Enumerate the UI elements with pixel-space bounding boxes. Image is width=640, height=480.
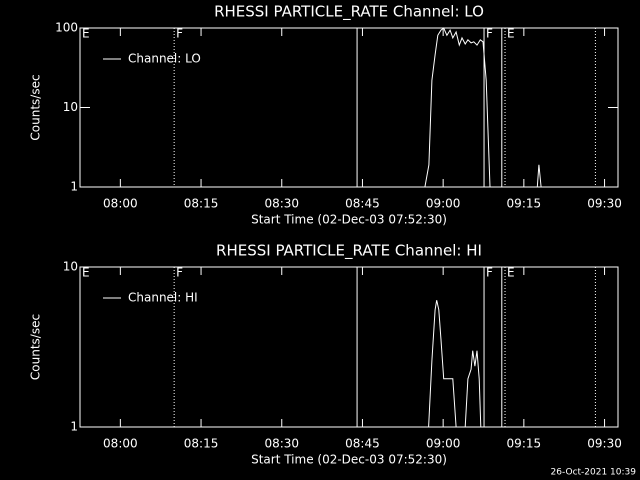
x-tick-label: 09:30 bbox=[587, 437, 622, 451]
y-axis-title: Counts/sec bbox=[29, 74, 43, 140]
x-tick-label: 09:30 bbox=[587, 197, 622, 211]
chart-title: RHESSI PARTICLE_RATE Channel: HI bbox=[216, 242, 482, 261]
x-tick-label: 08:45 bbox=[345, 197, 380, 211]
data-line bbox=[424, 27, 542, 188]
y-tick-label: 10 bbox=[63, 260, 78, 274]
x-axis-title: Start Time (02-Dec-03 07:52:30) bbox=[251, 213, 447, 227]
flag-label: F bbox=[176, 266, 183, 280]
x-tick-label: 08:15 bbox=[184, 197, 219, 211]
x-tick-label: 08:30 bbox=[264, 197, 299, 211]
legend-label: Channel: HI bbox=[128, 291, 198, 305]
x-tick-label: 09:15 bbox=[507, 437, 542, 451]
flag-label: F bbox=[486, 27, 493, 41]
flag-label: F bbox=[486, 266, 493, 280]
y-tick-label: 10 bbox=[63, 100, 78, 114]
y-tick-label: 100 bbox=[55, 21, 78, 35]
flag-label: F bbox=[176, 27, 183, 41]
y-tick-label: 1 bbox=[70, 420, 78, 434]
flag-label: E bbox=[507, 266, 515, 280]
y-axis-title: Counts/sec bbox=[29, 314, 43, 380]
x-tick-label: 08:30 bbox=[264, 437, 299, 451]
flag-label: E bbox=[82, 27, 90, 41]
x-tick-label: 08:15 bbox=[184, 437, 219, 451]
data-line bbox=[428, 300, 482, 428]
x-tick-label: 09:15 bbox=[507, 197, 542, 211]
y-tick-label: 1 bbox=[70, 180, 78, 194]
x-tick-label: 09:00 bbox=[426, 197, 461, 211]
x-tick-label: 08:00 bbox=[103, 197, 138, 211]
flag-label: E bbox=[82, 266, 90, 280]
x-tick-label: 08:00 bbox=[103, 437, 138, 451]
chart-title: RHESSI PARTICLE_RATE Channel: LO bbox=[214, 3, 484, 22]
x-tick-label: 08:45 bbox=[345, 437, 380, 451]
x-axis-title: Start Time (02-Dec-03 07:52:30) bbox=[251, 453, 447, 467]
x-tick-label: 09:00 bbox=[426, 437, 461, 451]
footer-timestamp: 26-Oct-2021 10:39 bbox=[551, 468, 637, 478]
flag-label: E bbox=[507, 27, 515, 41]
legend-label: Channel: LO bbox=[128, 52, 201, 66]
